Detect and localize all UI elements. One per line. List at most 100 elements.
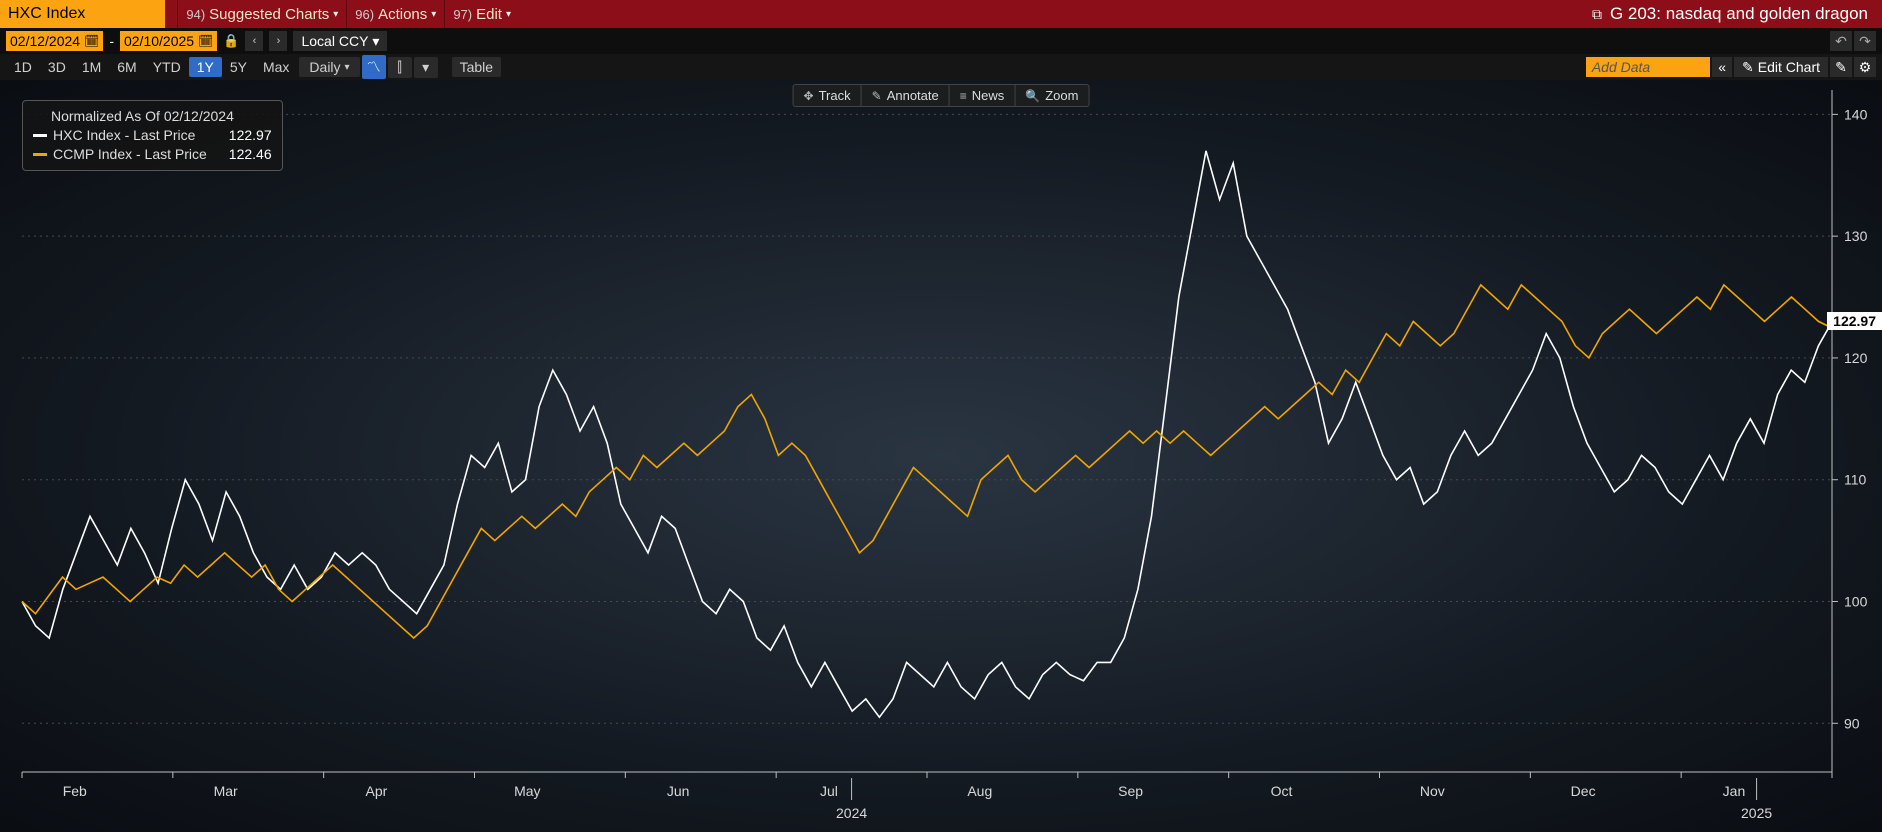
minibar-news-button[interactable]: ≡ News <box>950 85 1016 106</box>
price-chart-svg: 90100110120130140FebMarAprMayJunJulAugSe… <box>0 80 1882 832</box>
svg-text:140: 140 <box>1844 106 1868 122</box>
minibar-zoom-button[interactable]: 🔍Zoom <box>1015 85 1088 106</box>
date-from-field[interactable]: 02/12/2024 🗓 <box>6 31 103 51</box>
legend-series-name: CCMP Index - Last Price <box>53 145 207 164</box>
period-button-1y[interactable]: 1Y <box>189 57 222 77</box>
calendar-icon: 🗓 <box>84 34 99 48</box>
period-button-6m[interactable]: 6M <box>109 57 144 77</box>
chart-style-candle-button[interactable]: ⫿ <box>388 57 412 78</box>
caret-down-icon: ▾ <box>422 59 429 75</box>
command-bar: HXC Index 94) Suggested Charts ▾ 96) Act… <box>0 0 1882 28</box>
table-view-button[interactable]: Table <box>452 57 501 77</box>
menu-edit[interactable]: 97) Edit ▾ <box>444 0 519 28</box>
svg-text:Mar: Mar <box>214 783 238 799</box>
redo-button[interactable]: ↷ <box>1854 31 1876 51</box>
date-range-separator: - <box>109 33 114 49</box>
svg-text:130: 130 <box>1844 228 1868 244</box>
caret-down-icon: ▾ <box>506 9 511 20</box>
saved-chart-label: G 203: nasdaq and golden dragon <box>1610 4 1868 24</box>
period-button-1m[interactable]: 1M <box>74 57 109 77</box>
undo-button[interactable]: ↶ <box>1830 31 1852 51</box>
last-price-flag: 122.97 <box>1827 312 1882 330</box>
edit-chart-label: Edit Chart <box>1758 59 1820 75</box>
chart-style-line-button[interactable]: 〽 <box>362 55 386 79</box>
minibar-label: News <box>972 88 1005 103</box>
menu-actions[interactable]: 96) Actions ▾ <box>346 0 444 28</box>
candlestick-icon: ⫿ <box>397 59 401 75</box>
period-button-ytd[interactable]: YTD <box>145 57 189 77</box>
caret-down-icon: ▾ <box>333 9 338 20</box>
legend-row: HXC Index - Last Price 122.97 <box>33 126 272 145</box>
gear-icon: ⚙ <box>1859 59 1872 76</box>
svg-text:120: 120 <box>1844 350 1868 366</box>
settings-button[interactable]: ⚙ <box>1854 57 1876 77</box>
saved-chart-link[interactable]: ⧉ G 203: nasdaq and golden dragon <box>1578 4 1882 24</box>
date-to-field[interactable]: 02/10/2025 🗓 <box>120 31 217 51</box>
svg-text:Oct: Oct <box>1271 783 1293 799</box>
caret-down-icon: ▾ <box>345 62 350 73</box>
svg-text:100: 100 <box>1844 594 1868 610</box>
svg-text:2025: 2025 <box>1741 805 1772 821</box>
period-button-1d[interactable]: 1D <box>6 57 40 77</box>
ticker-name: HXC Index <box>0 0 165 28</box>
minibar-label: Annotate <box>887 88 939 103</box>
legend-series-name: HXC Index - Last Price <box>53 126 195 145</box>
svg-text:May: May <box>514 783 540 799</box>
period-button-5y[interactable]: 5Y <box>222 57 255 77</box>
svg-text:Jun: Jun <box>667 783 690 799</box>
legend-swatch <box>33 134 47 137</box>
currency-selector[interactable]: Local CCY ▾ <box>293 31 387 51</box>
track-icon: ✥ <box>804 89 814 103</box>
popout-icon: ⧉ <box>1592 6 1602 23</box>
menu-suggested-charts[interactable]: 94) Suggested Charts ▾ <box>177 0 346 28</box>
svg-text:Feb: Feb <box>63 783 87 799</box>
legend-series-value: 122.97 <box>213 126 272 145</box>
menu-label: Suggested Charts <box>209 6 329 23</box>
currency-label: Local CCY <box>301 33 368 49</box>
svg-text:Jul: Jul <box>820 783 838 799</box>
edit-chart-button[interactable]: ✎ Edit Chart <box>1734 57 1828 77</box>
svg-text:Nov: Nov <box>1420 783 1445 799</box>
step-back-button[interactable]: ‹ <box>245 31 263 51</box>
view-toolbar: 1D3D1M6MYTD1Y5YMax Daily ▾ 〽 ⫿ ▾ Table A… <box>0 54 1882 80</box>
period-button-max[interactable]: Max <box>255 57 297 77</box>
minibar-label: Zoom <box>1045 88 1078 103</box>
annotate-icon: ✎ <box>872 89 882 103</box>
chart-style-more-button[interactable]: ▾ <box>414 57 438 78</box>
menu-prefix: 94) <box>186 7 205 22</box>
menu-prefix: 97) <box>453 7 472 22</box>
caret-down-icon: ▾ <box>431 9 436 20</box>
menu-label: Actions <box>378 6 427 23</box>
calendar-icon: 🗓 <box>198 34 213 48</box>
collapse-panel-button[interactable]: « <box>1712 57 1732 77</box>
date-to-value: 02/10/2025 <box>124 33 194 49</box>
minibar-annotate-button[interactable]: ✎ Annotate <box>862 85 950 106</box>
period-button-3d[interactable]: 3D <box>40 57 74 77</box>
legend-swatch <box>33 153 47 156</box>
line-chart-icon: 〽 <box>367 59 381 75</box>
step-forward-button[interactable]: › <box>269 31 287 51</box>
svg-text:Aug: Aug <box>967 783 992 799</box>
svg-text:Jan: Jan <box>1723 783 1746 799</box>
minibar-track-button[interactable]: ✥ Track <box>794 85 862 106</box>
news-icon: ≡ <box>960 89 967 103</box>
menu-label: Edit <box>476 6 502 23</box>
menu-prefix: 96) <box>355 7 374 22</box>
frequency-label: Daily <box>309 59 340 75</box>
date-from-value: 02/12/2024 <box>10 33 80 49</box>
add-data-input[interactable]: Add Data <box>1586 57 1710 77</box>
chart-legend: Normalized As Of 02/12/2024 HXC Index - … <box>22 100 283 171</box>
chart-mini-toolbar: ✥ Track ✎ Annotate ≡ News 🔍Zoom <box>793 84 1090 107</box>
svg-text:Dec: Dec <box>1571 783 1596 799</box>
svg-text:Apr: Apr <box>366 783 388 799</box>
svg-text:90: 90 <box>1844 715 1860 731</box>
date-range-bar: 02/12/2024 🗓 - 02/10/2025 🗓 🔒 ‹ › Local … <box>0 28 1882 54</box>
frequency-selector[interactable]: Daily ▾ <box>299 57 359 77</box>
chart-area[interactable]: 90100110120130140FebMarAprMayJunJulAugSe… <box>0 80 1882 832</box>
svg-text:110: 110 <box>1844 472 1867 488</box>
svg-text:2024: 2024 <box>836 805 867 821</box>
minibar-label: Track <box>819 88 851 103</box>
edit-tool-button[interactable]: ✎ <box>1830 57 1852 77</box>
pencil-icon: ✎ <box>1742 59 1754 76</box>
legend-normalized-label: Normalized As Of 02/12/2024 <box>33 107 272 126</box>
